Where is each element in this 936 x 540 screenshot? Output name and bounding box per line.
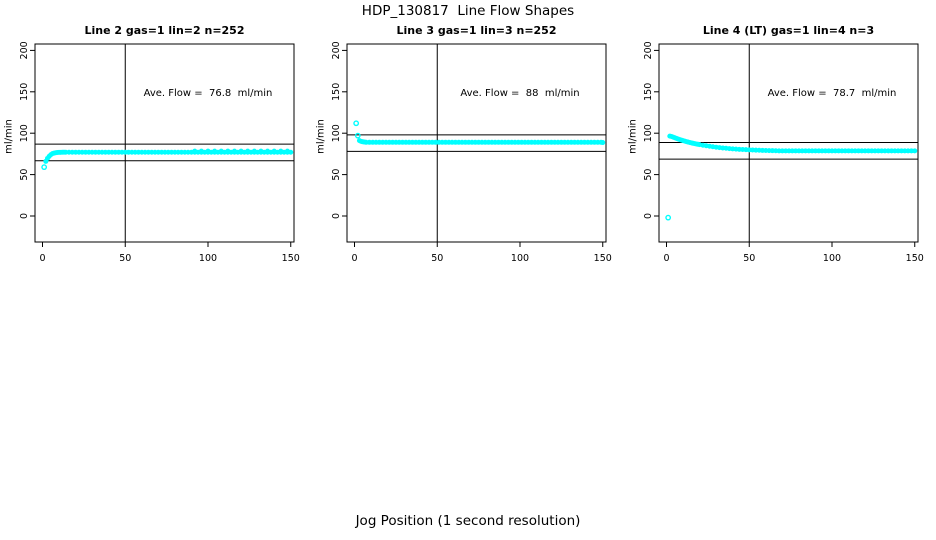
main-title: HDP_130817 Line Flow Shapes [361, 3, 575, 19]
svg-text:50: 50 [119, 253, 131, 264]
ave-flow-annotation: Ave. Flow = 88 ml/min [460, 88, 580, 99]
svg-text:200: 200 [19, 41, 30, 59]
plot-canvas-0: 0 50 100 150 0 50 100 150 200 [19, 41, 300, 264]
svg-text:150: 150 [906, 253, 924, 264]
svg-text:150: 150 [594, 253, 612, 264]
svg-text:50: 50 [431, 253, 443, 264]
svg-text:100: 100 [643, 124, 654, 142]
plot-frame-and-reference-lines [34, 43, 295, 243]
ave-flow-annotation: Ave. Flow = 76.8 ml/min [143, 88, 273, 99]
svg-text:100: 100 [199, 253, 217, 264]
plot-canvas-1: 0 50 100 150 0 50 100 150 200 [331, 41, 612, 264]
axis-ticks-and-labels: 0 50 100 150 0 50 100 150 200 [643, 41, 924, 264]
panel-line-4: Line 4 (LT) gas=1 lin=4 n=3 ml/min Ave. … [624, 20, 936, 286]
svg-text:100: 100 [823, 253, 841, 264]
svg-text:0: 0 [663, 253, 669, 264]
svg-text:50: 50 [19, 169, 30, 181]
svg-text:150: 150 [643, 83, 654, 101]
svg-text:100: 100 [19, 124, 30, 142]
svg-text:0: 0 [39, 253, 45, 264]
panel-title: Line 3 gas=1 lin=3 n=252 [396, 24, 557, 37]
panel-title: Line 4 (LT) gas=1 lin=4 n=3 [702, 24, 875, 37]
panel-line-3: Line 3 gas=1 lin=3 n=252 ml/min Ave. Flo… [312, 20, 624, 286]
svg-text:0: 0 [331, 213, 342, 219]
svg-text:0: 0 [351, 253, 357, 264]
panel-title: Line 2 gas=1 lin=2 n=252 [84, 24, 245, 37]
data-points [353, 120, 606, 146]
plot-canvas-2: 0 50 100 150 0 50 100 150 200 [643, 41, 924, 264]
data-points [665, 133, 918, 221]
data-points [41, 148, 294, 171]
plot-frame-and-reference-lines [658, 43, 919, 243]
svg-text:200: 200 [331, 41, 342, 59]
svg-text:50: 50 [643, 169, 654, 181]
svg-text:200: 200 [643, 41, 654, 59]
svg-text:150: 150 [331, 83, 342, 101]
svg-text:150: 150 [19, 83, 30, 101]
svg-text:100: 100 [511, 253, 529, 264]
x-axis-label: Jog Position (1 second resolution) [355, 513, 581, 529]
axis-ticks-and-labels: 0 50 100 150 0 50 100 150 200 [331, 41, 612, 264]
axis-ticks-and-labels: 0 50 100 150 0 50 100 150 200 [19, 41, 300, 264]
svg-text:100: 100 [331, 124, 342, 142]
svg-text:150: 150 [282, 253, 300, 264]
svg-text:50: 50 [331, 169, 342, 181]
svg-text:0: 0 [643, 213, 654, 219]
panel-line-2: Line 2 gas=1 lin=2 n=252 ml/min Ave. Flo… [0, 20, 312, 286]
svg-text:0: 0 [19, 213, 30, 219]
svg-text:50: 50 [743, 253, 755, 264]
ave-flow-annotation: Ave. Flow = 78.7 ml/min [767, 88, 897, 99]
